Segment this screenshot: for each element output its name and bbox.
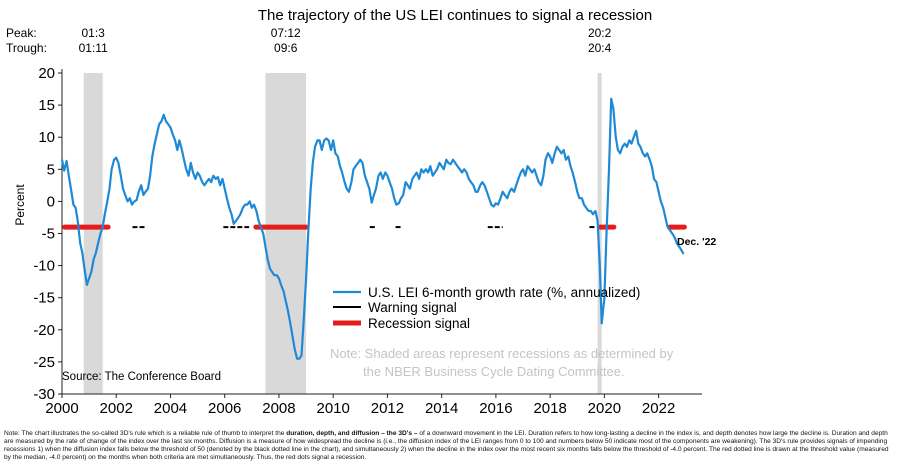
legend-label-2: Recession signal — [368, 316, 470, 331]
recession-trough-0: 01:11 — [79, 41, 108, 55]
y-tick-label-10: 10 — [38, 129, 55, 146]
recession-band-2 — [597, 73, 602, 394]
x-tick-label-2018: 2018 — [533, 400, 566, 417]
recession-peak-1: 07:12 — [271, 26, 301, 40]
recession-band-1 — [265, 73, 307, 394]
x-tick-label-2000: 2000 — [45, 400, 78, 417]
end-label: Dec. '22 — [677, 236, 716, 248]
legend: U.S. LEI 6-month growth rate (%, annuali… — [333, 285, 640, 331]
y-tick-label-15: 15 — [38, 97, 55, 114]
note-line-2: the NBER Business Cycle Dating Committee… — [363, 364, 625, 379]
y-tick-label--30: -30 — [33, 386, 55, 403]
y-tick-label--20: -20 — [33, 322, 55, 339]
trough-label: Trough: — [6, 41, 47, 55]
x-tick-label-2002: 2002 — [100, 400, 133, 417]
y-tick-label--5: -5 — [42, 226, 55, 243]
y-tick-label--15: -15 — [33, 290, 55, 307]
chart-title: The trajectory of the US LEI continues t… — [258, 7, 652, 24]
x-tick-label-2008: 2008 — [262, 400, 295, 417]
source-label: Source: The Conference Board — [62, 371, 221, 383]
x-tick-label-2006: 2006 — [208, 400, 241, 417]
peak-label: Peak: — [6, 26, 37, 40]
x-tick-label-2012: 2012 — [371, 400, 404, 417]
x-tick-label-2022: 2022 — [642, 400, 675, 417]
y-tick-label--25: -25 — [33, 354, 55, 371]
x-tick-label-2016: 2016 — [479, 400, 512, 417]
x-tick-label-2010: 2010 — [316, 400, 349, 417]
recession-trough-2: 20:4 — [588, 41, 612, 55]
recession-band-0 — [83, 73, 103, 394]
y-tick-label-0: 0 — [47, 193, 55, 210]
legend-label-0: U.S. LEI 6-month growth rate (%, annuali… — [368, 285, 640, 300]
x-tick-label-2020: 2020 — [588, 400, 621, 417]
lei-series-line — [60, 97, 685, 360]
footnote-prefix: Note: The chart illustrates the so-calle… — [4, 430, 287, 437]
footnote-bold: duration, depth, and diffusion – the 3D'… — [286, 430, 418, 437]
x-tick-label-2004: 2004 — [154, 400, 187, 417]
note-line-1: Note: Shaded areas represent recessions … — [330, 346, 674, 361]
x-tick-label-2014: 2014 — [425, 400, 458, 417]
lei-chart: The trajectory of the US LEI continues t… — [6, 7, 716, 417]
legend-label-1: Warning signal — [368, 300, 457, 315]
footnote-rest: of a downward movement in the LEI. Durat… — [4, 430, 889, 461]
y-tick-label--10: -10 — [33, 258, 55, 275]
y-tick-label-5: 5 — [47, 161, 55, 178]
recession-trough-1: 09:6 — [274, 41, 298, 55]
x-axis: 2000 2002 2004 2006 2008 2010 2012 2014 2016 2018… — [45, 393, 702, 417]
footnote: Note: The chart illustrates the so-calle… — [4, 430, 896, 470]
recession-peak-0: 01:3 — [82, 26, 106, 40]
recession-peak-2: 20:2 — [588, 26, 612, 40]
y-axis: 20 15 10 5 0 -5 -10 -15 -20 -25 -30 — [33, 65, 63, 403]
y-axis-label: Percent — [13, 184, 27, 226]
y-tick-label-20: 20 — [38, 65, 55, 82]
